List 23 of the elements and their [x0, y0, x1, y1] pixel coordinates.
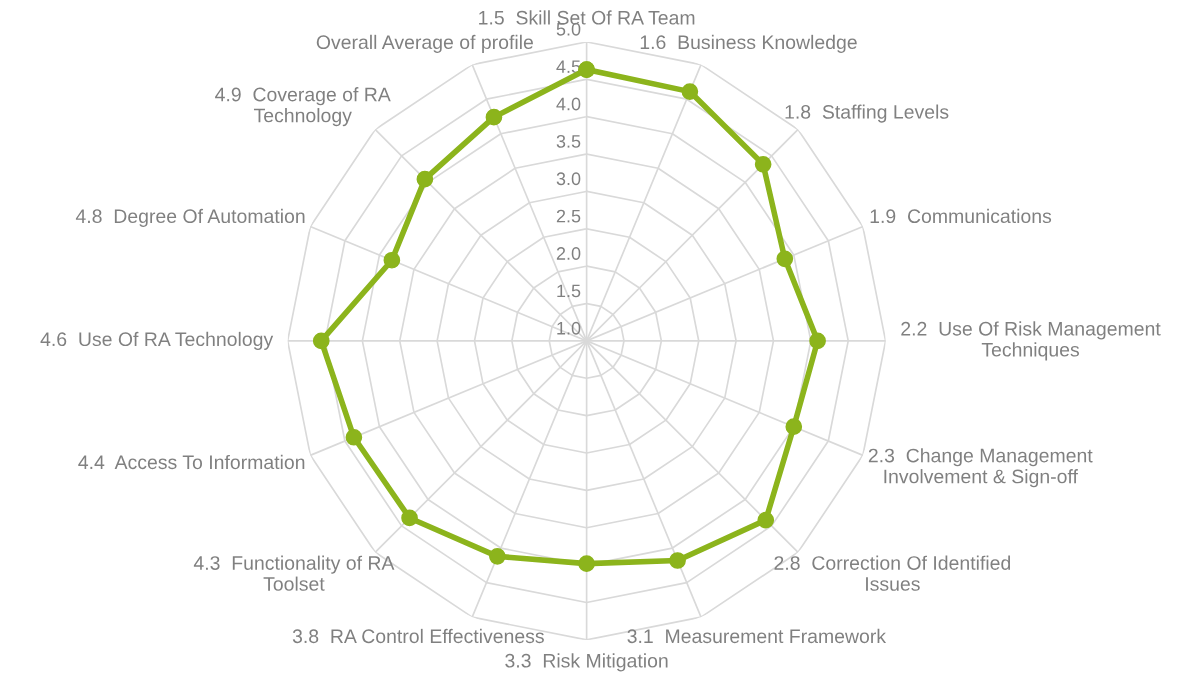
y-tick-label: 1.0 — [557, 321, 581, 335]
spoke-label: 3.8 RA Control Effectiveness — [292, 628, 544, 644]
spoke-label: 3.1 Measurement Framework — [627, 628, 887, 644]
spoke-label: 4.8 Degree Of Automation — [75, 208, 305, 227]
spoke-label: 2.2 Use Of Risk Management Techniques — [901, 321, 1161, 361]
y-tick-label: 3.5 — [556, 134, 581, 148]
y-tick-label: 5.0 — [556, 22, 581, 36]
y-tick-label: 1.5 — [557, 284, 581, 298]
spoke-label: 4.4 Access To Information — [78, 454, 305, 470]
spoke-label: 4.3 Functionality of RA Toolset — [193, 555, 395, 591]
spoke-label: 1.8 Staffing Levels — [785, 104, 949, 123]
y-tick-label: 2.5 — [556, 209, 581, 223]
y-tick-label: 3.0 — [556, 172, 581, 186]
spoke-label: 1.6 Business Knowledge — [640, 34, 857, 53]
spoke-label: 4.9 Coverage of RA Technology — [215, 87, 391, 127]
spoke-label: Overall Average of profile — [316, 34, 533, 53]
spoke-label: 1.9 Communications — [870, 208, 1052, 224]
y-tick-label: 2.0 — [556, 247, 581, 260]
y-tick-label: 4.0 — [556, 97, 581, 111]
spoke-label: 2.8 Correction Of Identified Issues — [774, 555, 1011, 591]
spoke-label: 4.6 Use Of RA Technology — [40, 331, 274, 350]
spoke-label: 3.3 Risk Mitigation — [505, 653, 668, 672]
spoke-label: 2.3 Change Management Involvement & Sign-off — [868, 448, 1093, 488]
